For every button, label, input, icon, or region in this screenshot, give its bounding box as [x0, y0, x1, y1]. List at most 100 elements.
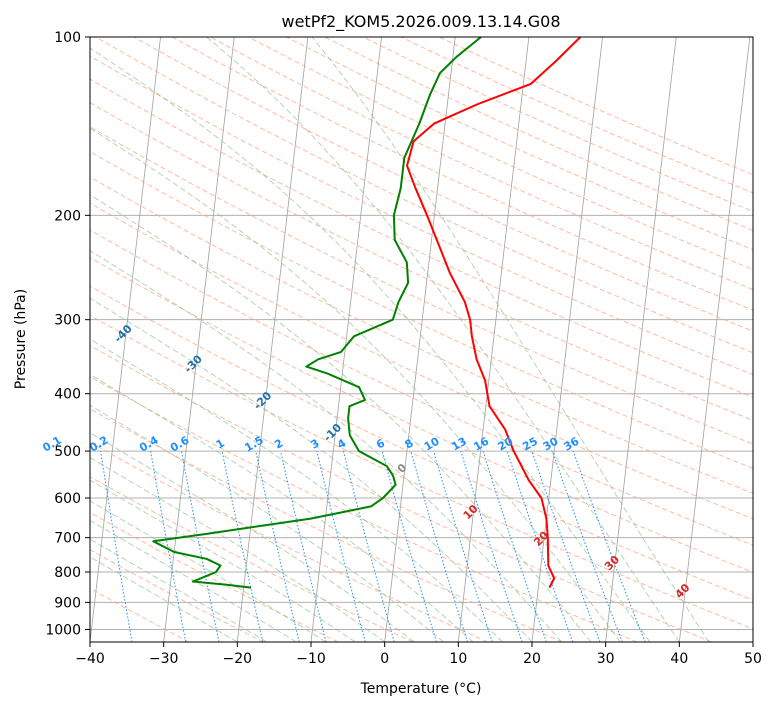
moist-adiabat	[90, 457, 385, 642]
moist-adiabat	[90, 479, 356, 642]
dry-adiabat	[90, 408, 563, 642]
dewpoint-line	[152, 37, 482, 589]
y-axis-label: Pressure (hPa)	[13, 289, 29, 389]
x-tick-label: 0	[380, 651, 389, 667]
wet-bulb-label: 0	[395, 461, 410, 476]
moist-adiabat	[90, 373, 474, 642]
moist-adiabat	[206, 37, 680, 642]
isotherm-line	[0, 37, 13, 642]
plot-frame	[89, 36, 754, 643]
mixing-ratio-line	[181, 451, 220, 642]
moist-adiabat	[90, 432, 415, 642]
dry-adiabat	[400, 37, 753, 194]
mixing-ratio-line	[410, 450, 468, 642]
moist-adiabat	[90, 538, 268, 642]
dry-adiabat	[90, 55, 753, 376]
mixing-ratio-line	[255, 450, 300, 642]
isotherm-line	[90, 37, 161, 642]
isotherm-line	[310, 37, 382, 642]
isotherm-label: -40	[112, 322, 135, 345]
dry-adiabat	[90, 376, 638, 642]
isotherm-line	[752, 638, 753, 642]
x-tick-label: −10	[296, 651, 326, 667]
isotherm-line	[678, 37, 751, 642]
y-tick-label: 800	[54, 565, 81, 581]
mixing-ratio-label: 2	[272, 437, 285, 452]
dry-adiabat	[90, 102, 753, 421]
temperature-line	[406, 37, 582, 589]
mixing-ratio-line	[572, 450, 646, 642]
isotherm-label: -20	[251, 389, 274, 412]
mixing-ratio-label: 8	[402, 437, 415, 452]
x-tick-label: 10	[449, 651, 467, 667]
y-tick-label: 300	[54, 313, 81, 329]
mixing-ratio-line	[316, 450, 366, 642]
chart-title: wetPf2_KOM5.2026.009.13.14.G08	[281, 12, 560, 32]
mixing-ratio-line	[531, 450, 601, 642]
dry-adiabat	[362, 37, 753, 212]
wet-bulb-label: 30	[602, 553, 622, 573]
moist-adiabat	[90, 500, 326, 642]
mixing-ratio-label: 1	[214, 437, 227, 452]
moist-adiabat	[311, 37, 710, 642]
moist-adiabat	[90, 404, 444, 642]
dry-adiabat	[133, 37, 753, 332]
isotherm-line	[163, 37, 235, 642]
dry-adiabat	[90, 511, 339, 642]
dry-adiabat	[90, 587, 190, 642]
dry-adiabat	[90, 78, 753, 398]
mixing-ratio-line	[551, 450, 623, 642]
dry-adiabat	[90, 441, 488, 642]
mixing-ratio-label: 6	[374, 436, 387, 451]
mixing-ratio-line	[100, 451, 133, 642]
y-tick-label: 200	[54, 208, 81, 224]
x-tick-label: −20	[223, 651, 253, 667]
moist-adiabat	[90, 338, 503, 642]
mixing-ratio-line	[482, 450, 547, 642]
x-tick-label: 50	[744, 651, 762, 667]
isotherm-line	[384, 37, 456, 642]
y-tick-label: 100	[54, 30, 81, 46]
moist-adiabat	[90, 194, 592, 642]
y-tick-label: 900	[54, 595, 81, 611]
mixing-ratio-label: 4	[335, 436, 348, 451]
moist-adiabat	[90, 127, 621, 642]
dry-adiabat	[324, 37, 753, 231]
mixing-ratio-line	[433, 450, 493, 642]
isotherm-line	[457, 37, 530, 642]
mixing-ratio-line	[342, 450, 395, 642]
dry-adiabat	[90, 176, 753, 494]
isotherm-label: -30	[182, 352, 205, 375]
mixing-ratio-line	[460, 450, 523, 642]
moist-adiabat	[90, 47, 651, 642]
mixing-ratio-line	[506, 450, 574, 642]
x-tick-label: −30	[149, 651, 179, 667]
dry-adiabat	[90, 549, 264, 642]
moist-adiabat	[90, 250, 562, 642]
dry-adiabat	[90, 314, 753, 630]
x-tick-label: 40	[670, 651, 688, 667]
dry-adiabat	[90, 126, 753, 445]
moist-adiabat	[90, 520, 297, 642]
x-tick-label: −40	[75, 651, 105, 667]
moist-adiabat	[90, 556, 238, 642]
x-axis-label: Temperature (°C)	[360, 681, 482, 697]
x-tick-label: 20	[523, 651, 541, 667]
dry-adiabat	[248, 37, 753, 270]
isotherm-line	[531, 37, 603, 642]
y-tick-label: 1000	[45, 622, 81, 638]
x-tick-label: 30	[597, 651, 615, 667]
mixing-ratio-label: 3	[308, 437, 321, 452]
isotherm-line	[605, 37, 677, 642]
mixing-ratio-line	[381, 450, 437, 642]
dry-adiabat	[95, 37, 753, 354]
moist-adiabat	[90, 297, 533, 642]
wet-bulb-label: 40	[673, 581, 693, 601]
isotherm-line	[236, 37, 309, 642]
y-tick-label: 400	[54, 387, 81, 403]
dry-adiabat	[439, 37, 753, 176]
y-tick-label: 600	[54, 491, 81, 507]
dry-adiabat	[90, 257, 753, 573]
mixing-ratio-line	[221, 451, 264, 642]
